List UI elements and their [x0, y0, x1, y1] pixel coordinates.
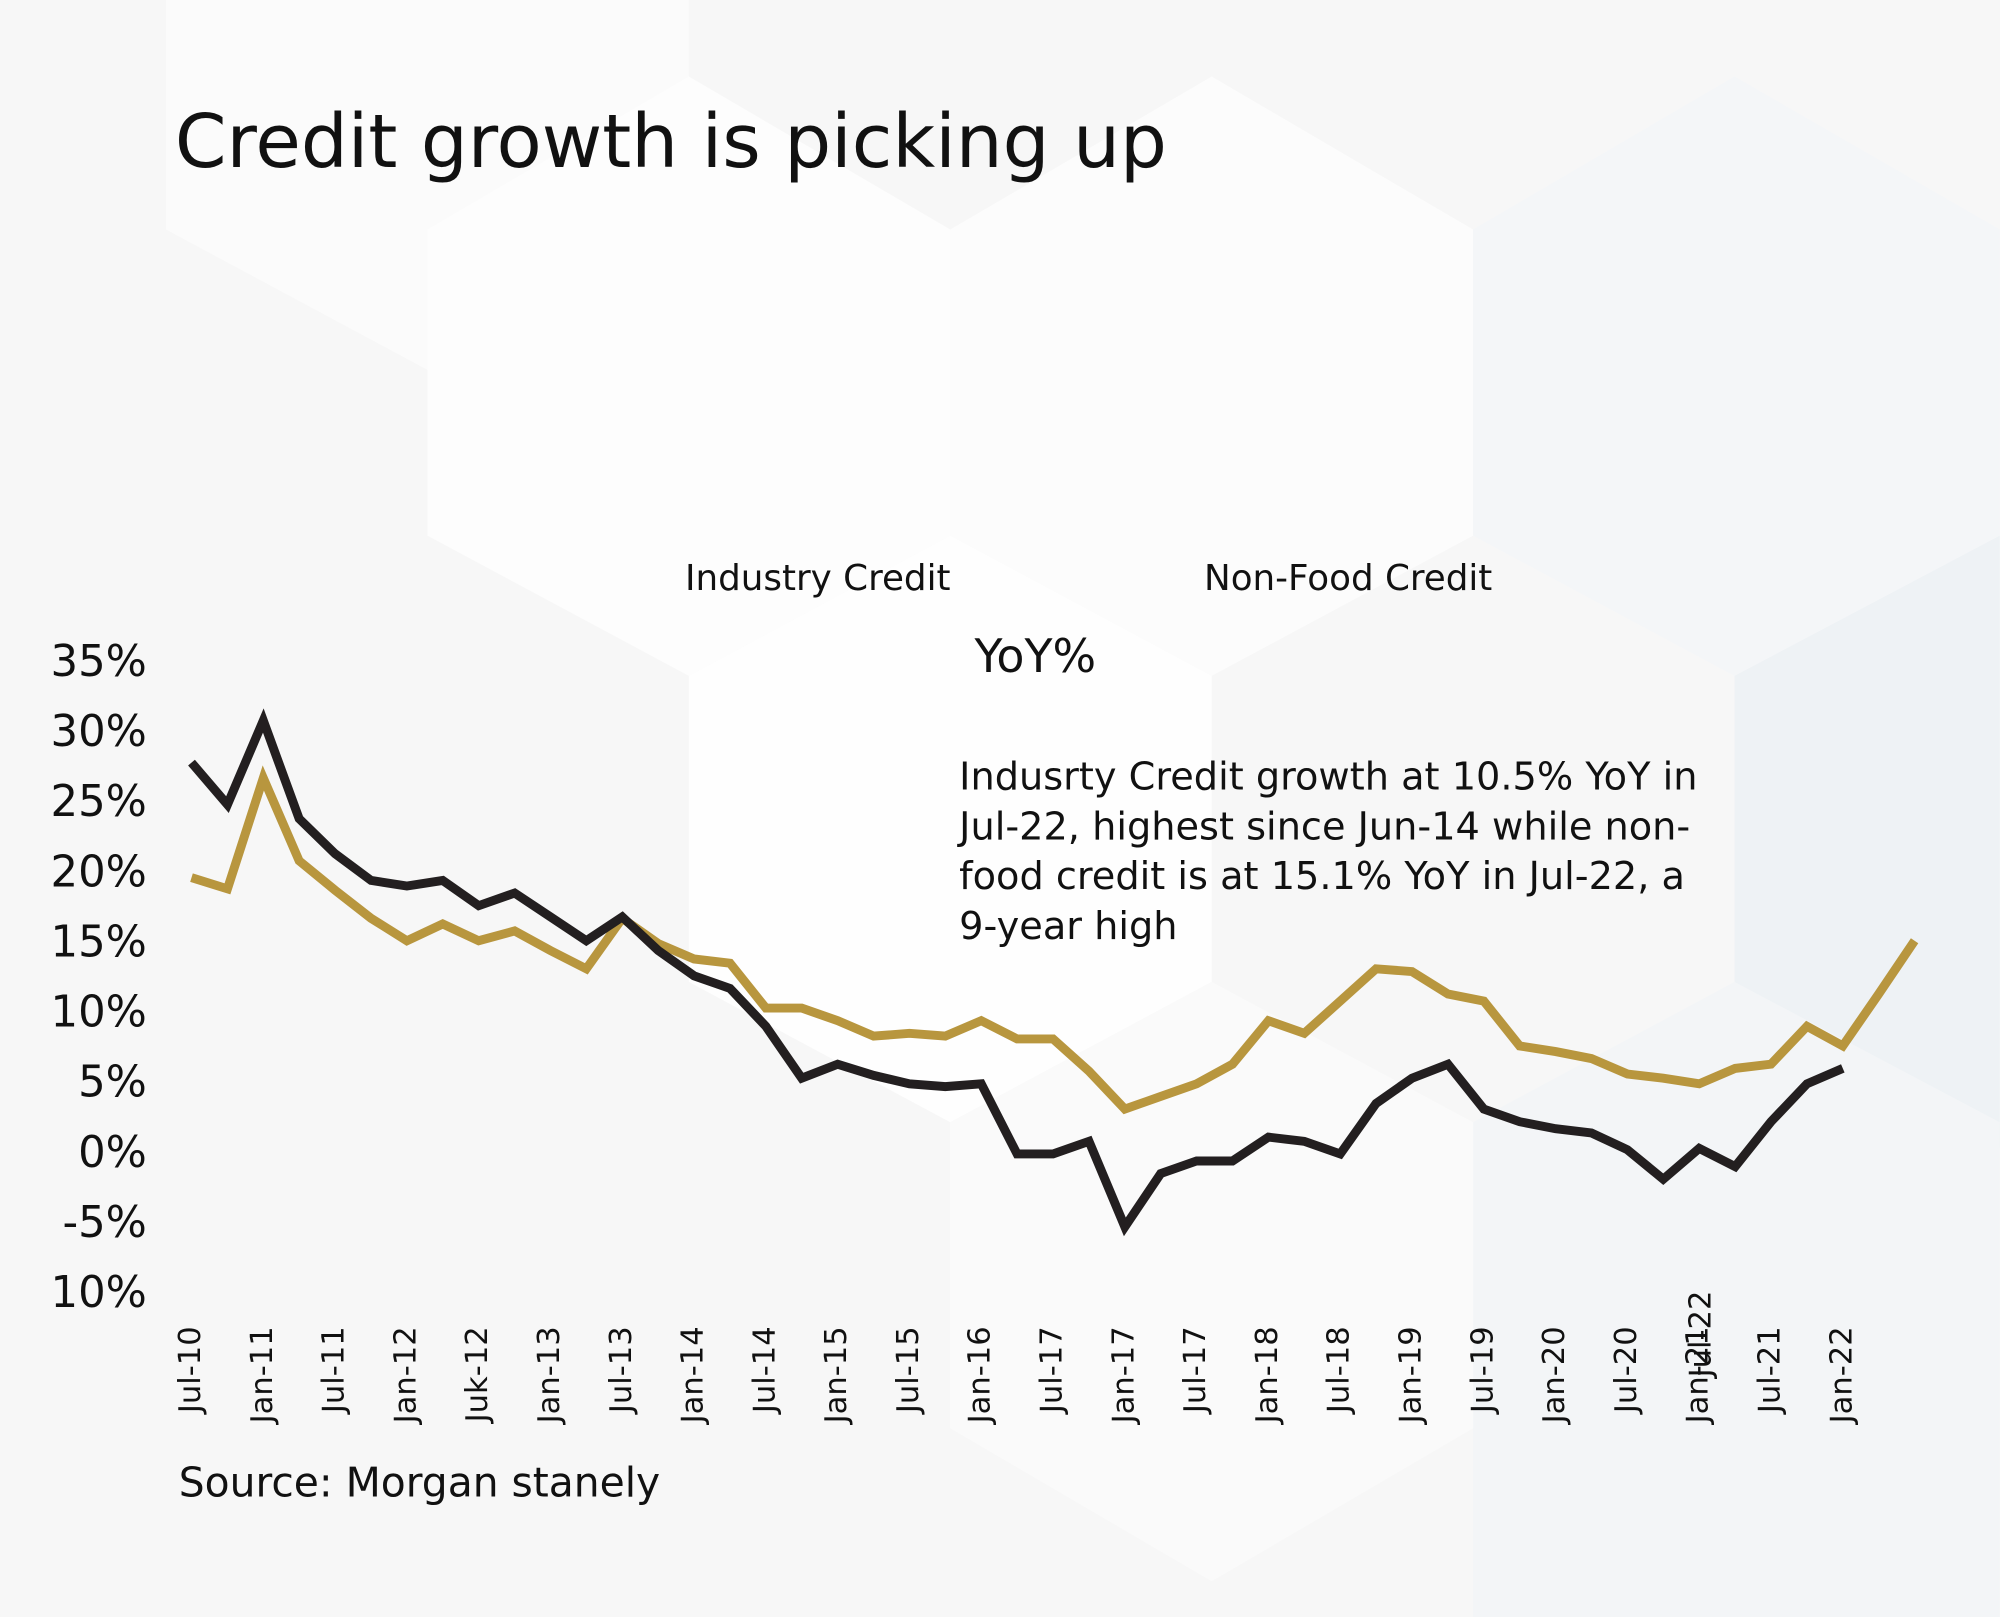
x-tick-label: Jul-15: [891, 1326, 926, 1415]
x-tick-label: Jul-17: [1178, 1326, 1213, 1415]
y-axis-label: YoY%: [973, 629, 1096, 683]
x-tick-label: Jan-15: [819, 1326, 854, 1425]
x-tick-label: Jan-18: [1250, 1326, 1285, 1425]
y-tick-label: 20%: [51, 847, 147, 897]
x-tick-label: Jul-17: [1035, 1326, 1070, 1415]
x-tick-label: Jul-21: [1753, 1326, 1788, 1415]
x-tick-label: Jan-20: [1537, 1326, 1572, 1425]
y-tick-label: 0%: [78, 1128, 147, 1178]
y-tick-label: 25%: [51, 777, 147, 827]
y-tick-label: 5%: [78, 1058, 147, 1108]
series-line: [190, 765, 1919, 1115]
x-tick-label: Jan-12: [388, 1326, 423, 1425]
x-tick-label: Jul-20: [1609, 1326, 1644, 1415]
x-tick-label: Jan-11: [245, 1326, 280, 1425]
chart-title: Credit growth is picking up: [175, 99, 1167, 185]
annotation: Jul-22, highest since Jun-14 while non-: [957, 804, 1690, 849]
y-tick-label: 10%: [51, 988, 147, 1038]
legend-label: Industry Credit: [685, 558, 950, 599]
y-tick-label: 30%: [51, 707, 147, 757]
x-tick-label: Jan-16: [963, 1326, 998, 1425]
legend-label: Non-Food Credit: [1204, 558, 1492, 599]
y-tick-label: 35%: [51, 637, 147, 687]
source: Source: Morgan stanely: [179, 1459, 660, 1507]
x-tick-label: Jan-21: [1681, 1326, 1716, 1425]
x-tick-label: Jan-13: [532, 1326, 567, 1425]
x-tick-label: Jan-19: [1394, 1326, 1429, 1425]
y-tick-label: -5%: [62, 1198, 146, 1248]
x-tick-label: Juk-12: [460, 1326, 495, 1424]
x-tick-label: Jul-13: [604, 1326, 639, 1415]
x-tick-label: Jul-18: [1322, 1326, 1357, 1415]
x-tick-label: Jan-17: [1106, 1326, 1141, 1425]
x-tick-label: Jul-14: [747, 1326, 782, 1415]
x-tick-label: Jan-14: [676, 1326, 711, 1425]
y-tick-label: 15%: [51, 917, 147, 967]
x-tick-label: Jul-11: [317, 1326, 352, 1415]
annotation: food credit is at 15.1% YoY in Jul-22, a: [959, 854, 1685, 899]
x-tick-label: Jul-19: [1465, 1326, 1500, 1415]
series-line: [188, 708, 1845, 1237]
annotation: 9-year high: [959, 904, 1177, 949]
annotation: Indusrty Credit growth at 10.5% YoY in: [959, 755, 1697, 800]
x-tick-label: Jan-22: [1824, 1326, 1859, 1425]
y-tick-label: 10%: [51, 1268, 147, 1318]
x-tick-label: Jul-10: [173, 1326, 208, 1415]
x-tick-label: Jul-22: [1683, 1291, 1718, 1380]
